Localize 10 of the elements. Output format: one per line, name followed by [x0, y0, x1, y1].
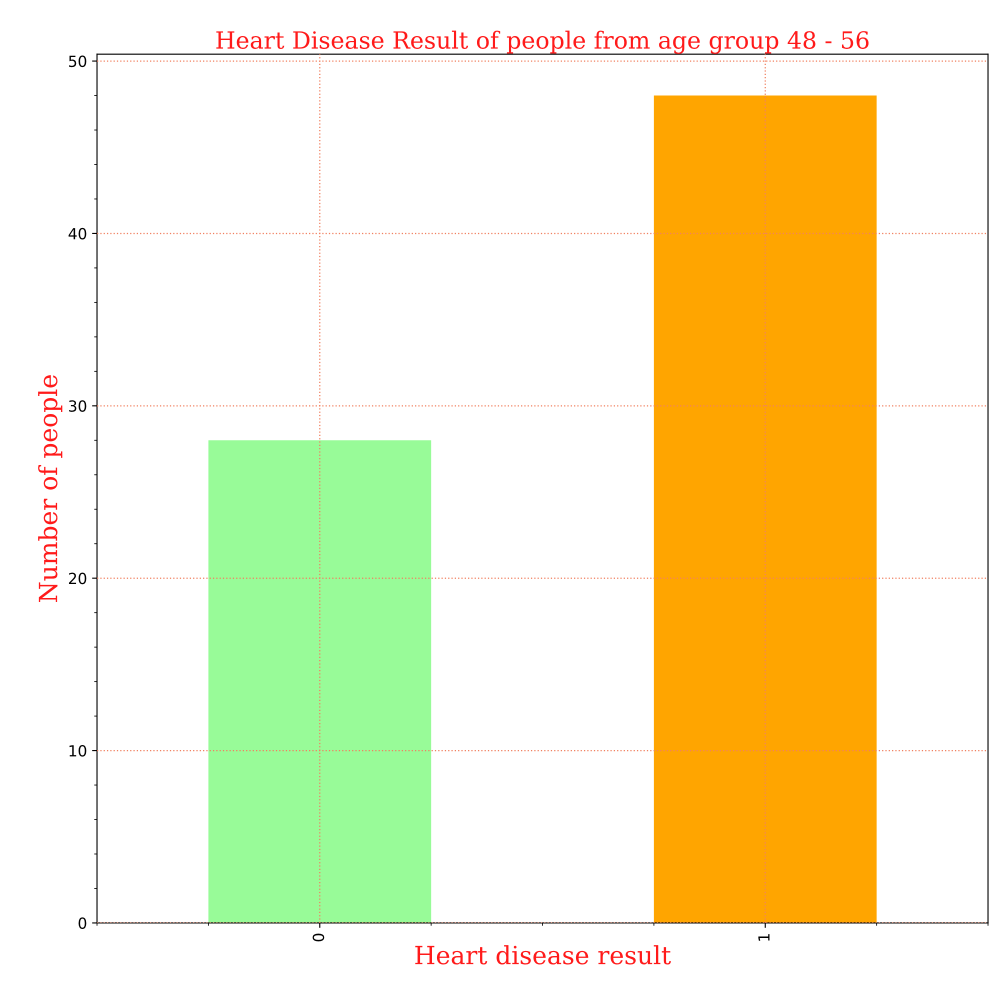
x-tick-label: 1 — [758, 934, 770, 941]
y-tick-label: 20 — [68, 572, 86, 584]
y-tick-label: 50 — [69, 56, 86, 68]
x-axis-title: Heart disease result — [415, 945, 671, 965]
y-tick-label: 0 — [78, 917, 86, 929]
y-tick-label: 10 — [70, 745, 86, 757]
chart-title: Heart Disease Result of people from age group 48 - 56 — [216, 30, 869, 54]
y-tick-label: 40 — [68, 228, 86, 240]
y-axis-title: Number of people — [38, 375, 62, 602]
y-tick-label: 30 — [69, 400, 86, 412]
